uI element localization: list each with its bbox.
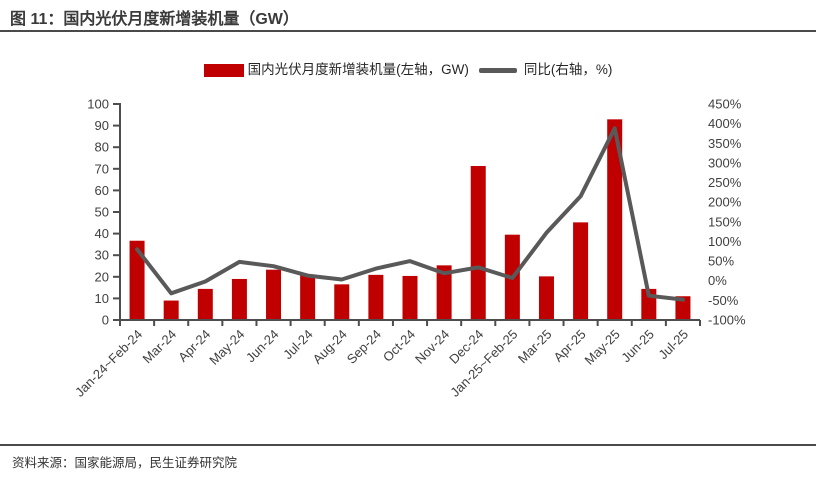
bar-Jul-25 [675, 296, 691, 320]
right-axis-label: 450% [708, 97, 742, 112]
right-axis-label: 350% [708, 136, 742, 151]
chart-legend: 国内光伏月度新增装机量(左轴，GW) 同比(右轴，%) [0, 60, 816, 80]
right-axis-label: -50% [708, 293, 739, 308]
x-axis-label: Jun-25 [618, 327, 657, 366]
x-axis-label: Jul-25 [655, 327, 691, 363]
left-axis-label: 50 [95, 205, 109, 220]
title-divider [0, 30, 816, 32]
x-axis-label: Mar-25 [515, 327, 555, 367]
bar-Nov-24 [436, 265, 452, 320]
x-axis-label: Jan-24~Feb-24 [72, 327, 145, 400]
legend-bar-label: 国内光伏月度新增装机量(左轴，GW) [247, 62, 469, 77]
right-axis-label: 200% [708, 195, 742, 210]
left-axis-label: 30 [95, 248, 109, 263]
bar-Sep-24 [368, 274, 384, 320]
bar-Oct-24 [402, 275, 418, 320]
right-axis-label: 300% [708, 155, 742, 170]
yoy-line [135, 126, 685, 302]
x-axis-label: May-24 [206, 327, 247, 368]
bar-Jun-24 [266, 269, 282, 320]
figure-title: 图 11：国内光伏月度新增装机量（GW） [10, 11, 299, 28]
legend-line-swatch-icon [478, 67, 517, 73]
right-axis-label: 100% [708, 234, 742, 249]
right-axis-label: 0% [708, 273, 727, 288]
left-axis-label: 60 [95, 183, 109, 198]
x-axis-label: Jun-24 [243, 327, 282, 366]
x-axis-label: Nov-24 [412, 327, 452, 367]
right-axis-label: 400% [708, 116, 742, 131]
source-text: 资料来源：国家能源局，民生证券研究院 [12, 456, 238, 470]
bar-May-24 [231, 278, 247, 320]
left-axis-label: 20 [95, 269, 109, 284]
bar-Mar-24 [163, 300, 179, 320]
left-axis-label: 40 [95, 226, 109, 241]
left-axis-label: 80 [95, 140, 109, 155]
right-axis-label: 250% [708, 175, 742, 190]
bar-Jul-24 [300, 274, 316, 320]
bar-Jan-24~Feb-24 [129, 240, 145, 320]
right-axis-label: -100% [708, 313, 746, 328]
x-axis-label: May-25 [582, 327, 623, 368]
left-axis-label: 90 [95, 118, 109, 133]
x-axis-label: Oct-24 [380, 327, 418, 365]
bar-Mar-25 [538, 276, 554, 320]
left-axis-label: 70 [95, 161, 109, 176]
right-axis-label: 150% [708, 214, 742, 229]
left-axis-label: 0 [102, 313, 109, 328]
bar-Dec-24 [470, 165, 486, 320]
bar-Aug-24 [334, 284, 350, 320]
left-axis-label: 10 [95, 291, 109, 306]
footer-divider [0, 444, 816, 446]
legend-bar-swatch-icon [203, 63, 244, 77]
legend-line-label: 同比(右轴，%) [523, 62, 613, 77]
bar-Apr-25 [573, 222, 589, 320]
bar-May-25 [607, 119, 623, 320]
x-axis-label: Sep-24 [344, 327, 384, 367]
right-axis-label: 50% [708, 254, 734, 269]
x-axis-label: Aug-24 [310, 327, 350, 367]
x-axis-label: Mar-24 [140, 327, 180, 367]
bar-Apr-24 [197, 288, 213, 320]
chart-canvas: 1009080706050403020100450%400%350%300%25… [72, 97, 746, 400]
left-axis-label: 100 [87, 97, 109, 112]
